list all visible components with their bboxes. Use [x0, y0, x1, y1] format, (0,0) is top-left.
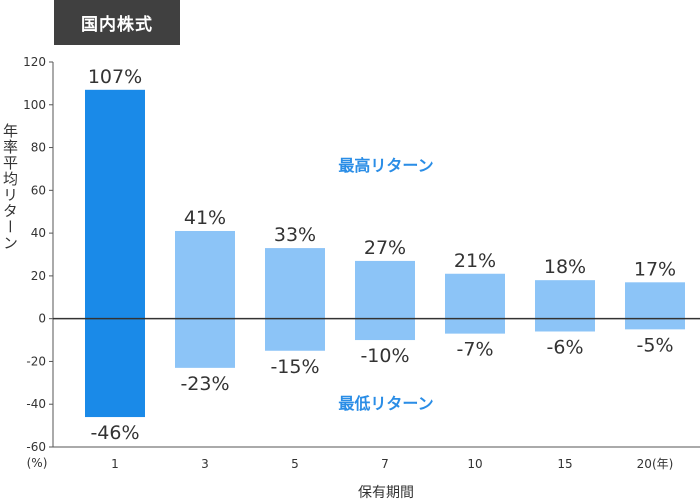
- min-value-label: -6%: [547, 337, 584, 359]
- bar-max-return: [175, 230, 235, 319]
- min-value-label: -10%: [360, 345, 409, 367]
- bar-max-return: [535, 280, 595, 319]
- x-axis-title: 保有期間: [358, 485, 414, 501]
- bar-min-return: [175, 318, 235, 368]
- bar-max-return: [355, 260, 415, 319]
- max-value-label: 107%: [88, 66, 142, 88]
- bar-min-return: [445, 318, 505, 334]
- bar-max-return: [625, 282, 685, 319]
- category-tag: 国内株式: [54, 0, 180, 45]
- max-return-annotation: 最高リターン: [338, 156, 433, 175]
- min-value-label: -5%: [637, 334, 674, 356]
- y-axis-title: 年率平均リターン: [1, 123, 19, 251]
- min-return-annotation: 最低リターン: [338, 394, 433, 413]
- bar-max-return: [265, 248, 325, 319]
- bar-min-return: [265, 318, 325, 351]
- y-tick-label: 80: [31, 141, 46, 155]
- max-value-label: 18%: [544, 256, 586, 278]
- x-tick-label: 5: [291, 457, 299, 471]
- bar-min-return: [355, 318, 415, 341]
- min-value-label: -46%: [90, 422, 139, 444]
- bar-min-return: [625, 318, 685, 330]
- bar-max-return: [445, 273, 505, 319]
- y-tick-label: 100: [23, 98, 46, 112]
- min-value-label: -15%: [270, 356, 319, 378]
- x-tick-label: 1: [111, 457, 119, 471]
- min-value-label: -23%: [180, 373, 229, 395]
- y-tick-label: 20: [31, 269, 46, 283]
- max-value-label: 27%: [364, 237, 406, 259]
- y-tick-label: -60: [26, 440, 46, 454]
- x-tick-label: 10: [467, 457, 482, 471]
- y-tick-label: 120: [23, 55, 46, 69]
- bar-min-return: [85, 318, 145, 418]
- y-tick-label: 40: [31, 226, 46, 240]
- y-tick-label: -40: [26, 397, 46, 411]
- x-tick-label: 3: [201, 457, 209, 471]
- x-tick-label: 7: [381, 457, 389, 471]
- max-value-label: 21%: [454, 250, 496, 272]
- max-value-label: 17%: [634, 258, 676, 280]
- x-tick-label: 15: [557, 457, 572, 471]
- bar-max-return: [85, 89, 145, 319]
- max-value-label: 33%: [274, 224, 316, 246]
- y-tick-label: 0: [38, 312, 46, 326]
- y-tick-label: -20: [26, 354, 46, 368]
- bar-min-return: [535, 318, 595, 332]
- max-value-label: 41%: [184, 207, 226, 229]
- y-tick-label: 60: [31, 183, 46, 197]
- y-unit-label: (%): [27, 456, 48, 470]
- min-value-label: -7%: [457, 339, 494, 361]
- x-tick-label: 20(年): [637, 457, 674, 471]
